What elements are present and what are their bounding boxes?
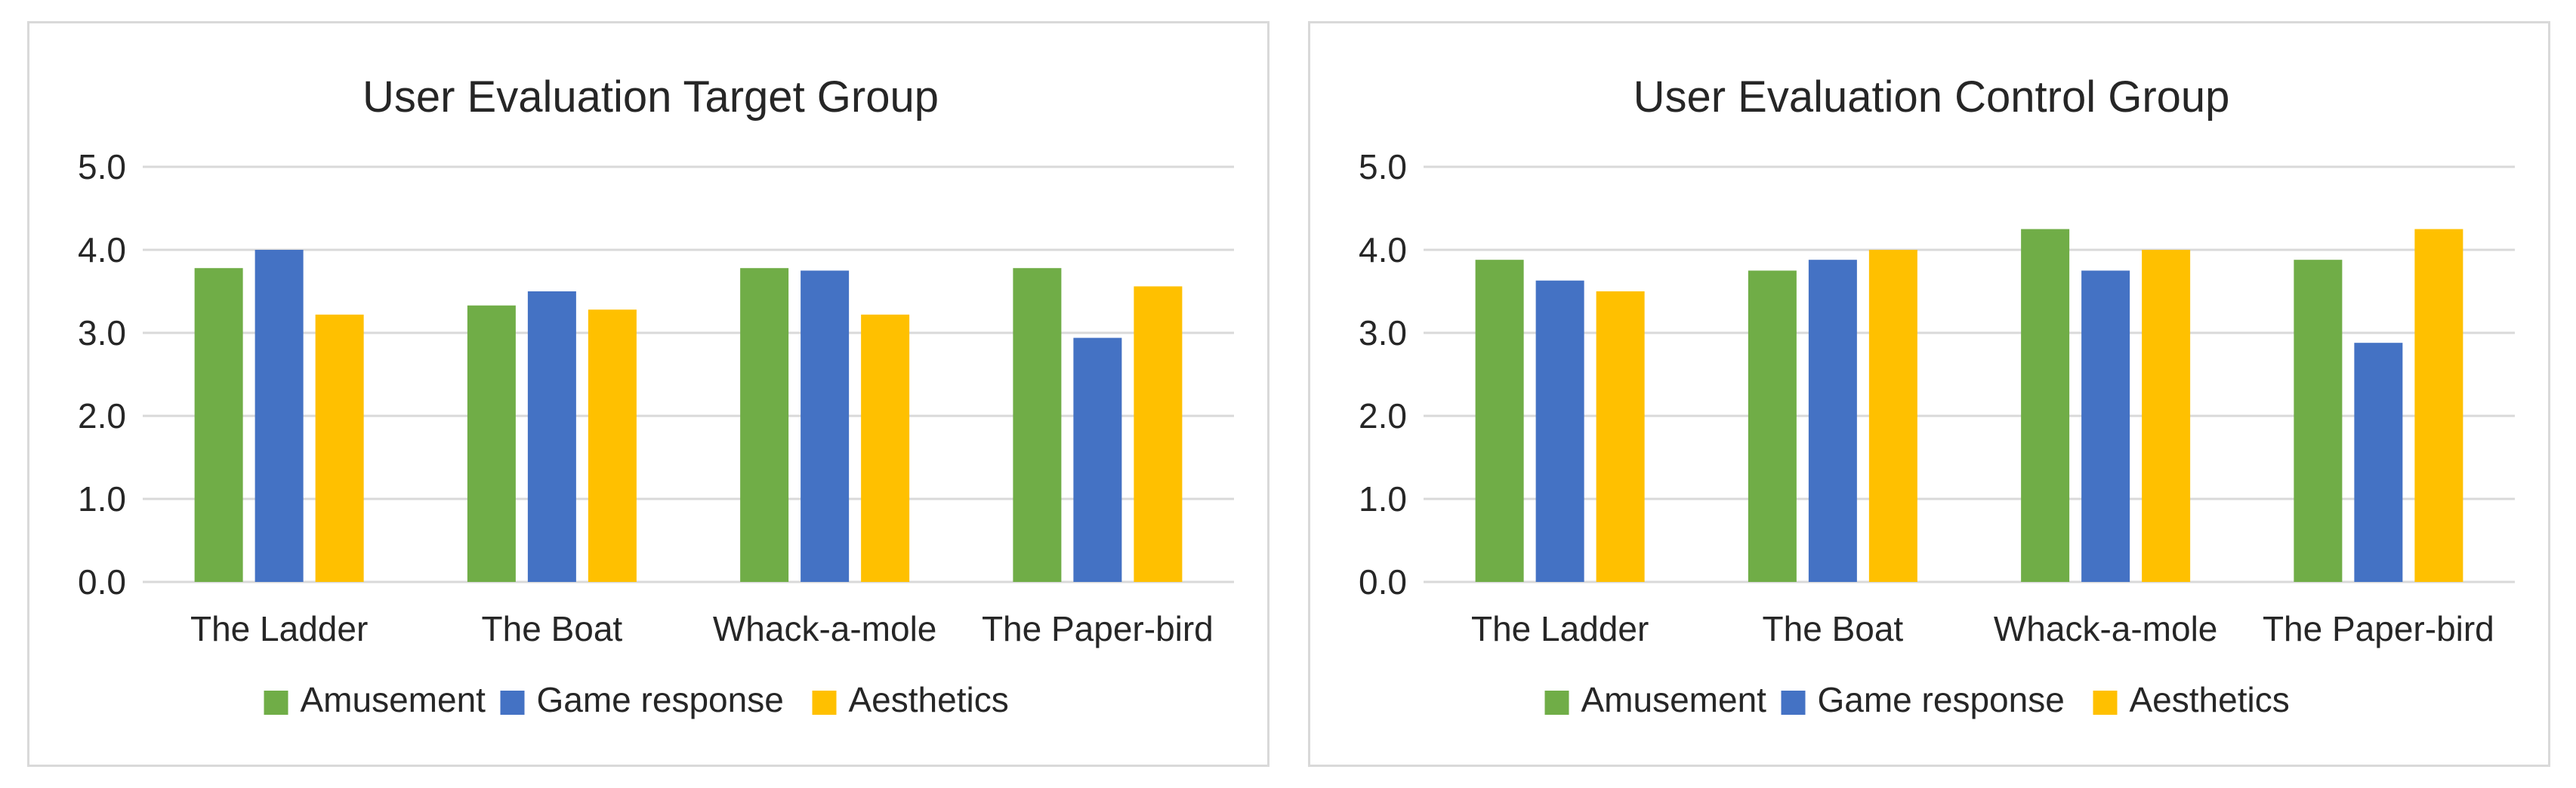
bar-aesthetics-the-paper-bird <box>2414 229 2463 582</box>
y-tick-label: 4.0 <box>1359 230 1407 269</box>
bar-amusement-the-ladder <box>194 268 243 582</box>
y-tick-label: 2.0 <box>1359 396 1407 436</box>
y-tick-label: 4.0 <box>78 230 126 269</box>
chart-control-group: User Evaluation Control Group 0.0 1.0 2.0 3.… <box>1359 72 2515 719</box>
chart-panel-control-group: User Evaluation Control Group 0.0 1.0 2.0 3.… <box>1308 21 2550 767</box>
bar-aesthetics-the-ladder <box>315 314 364 582</box>
bar-aesthetics-the-boat <box>588 309 637 582</box>
y-tick-label: 3.0 <box>1359 313 1407 352</box>
legend-swatch-aesthetics <box>2093 691 2118 715</box>
x-category-label: The Ladder <box>1471 609 1649 648</box>
chart-target-group: User Evaluation Target Group 0.0 1.0 2.0 3.0… <box>78 72 1234 719</box>
bar-amusement-whack-a-mole <box>2021 229 2070 582</box>
legend-label-game-response: Game response <box>1818 680 2065 719</box>
legend-swatch-game-response <box>1781 691 1806 715</box>
legend-label-aesthetics: Aesthetics <box>2130 680 2290 719</box>
y-tick-label: 1.0 <box>1359 479 1407 519</box>
y-tick-label: 0.0 <box>78 562 126 602</box>
y-tick-label: 0.0 <box>1359 562 1407 602</box>
legend-swatch-amusement <box>1544 691 1569 715</box>
y-tick-label: 5.0 <box>78 147 126 186</box>
legend-label-aesthetics: Aesthetics <box>849 680 1009 719</box>
chart-title: User Evaluation Target Group <box>362 72 939 122</box>
bar-game-response-the-paper-bird <box>2354 343 2403 582</box>
y-tick-label: 3.0 <box>78 313 126 352</box>
bar-aesthetics-whack-a-mole <box>861 314 910 582</box>
x-category-label: The Boat <box>1763 609 1904 648</box>
bar-aesthetics-the-paper-bird <box>1134 286 1183 582</box>
x-category-label: The Ladder <box>190 609 368 648</box>
bar-game-response-whack-a-mole <box>2081 270 2130 582</box>
bar-game-response-the-boat <box>1808 260 1857 582</box>
y-tick-label: 1.0 <box>78 479 126 519</box>
bar-game-response-the-boat <box>527 291 576 582</box>
bar-game-response-whack-a-mole <box>801 270 850 582</box>
bar-amusement-the-boat <box>467 305 516 582</box>
bar-aesthetics-whack-a-mole <box>2142 250 2191 582</box>
bar-amusement-the-paper-bird <box>2294 260 2343 582</box>
bar-amusement-whack-a-mole <box>740 268 789 582</box>
legend-swatch-aesthetics <box>812 691 837 715</box>
bar-aesthetics-the-boat <box>1868 250 1917 582</box>
bar-amusement-the-paper-bird <box>1013 268 1062 582</box>
legend-swatch-amusement <box>264 691 288 715</box>
chart-panel-target-group: User Evaluation Target Group 0.0 1.0 2.0 3.0… <box>27 21 1269 767</box>
bar-game-response-the-ladder <box>1535 280 1584 582</box>
y-tick-label: 2.0 <box>78 396 126 436</box>
legend-swatch-game-response <box>500 691 525 715</box>
bar-game-response-the-ladder <box>255 250 304 582</box>
bar-game-response-the-paper-bird <box>1073 337 1122 582</box>
legend-label-game-response: Game response <box>537 680 784 719</box>
legend-label-amusement: Amusement <box>301 680 486 719</box>
bar-amusement-the-ladder <box>1475 260 1524 582</box>
x-category-label: The Paper-bird <box>982 609 1214 648</box>
x-category-label: The Paper-bird <box>2263 609 2494 648</box>
bar-aesthetics-the-ladder <box>1596 291 1645 582</box>
chart-title: User Evaluation Control Group <box>1634 72 2230 122</box>
x-category-label: The Boat <box>482 609 623 648</box>
x-category-label: Whack-a-mole <box>713 609 937 648</box>
y-tick-label: 5.0 <box>1359 147 1407 186</box>
x-category-label: Whack-a-mole <box>1994 609 2218 648</box>
legend-label-amusement: Amusement <box>1581 680 1767 719</box>
bar-amusement-the-boat <box>1748 270 1797 582</box>
